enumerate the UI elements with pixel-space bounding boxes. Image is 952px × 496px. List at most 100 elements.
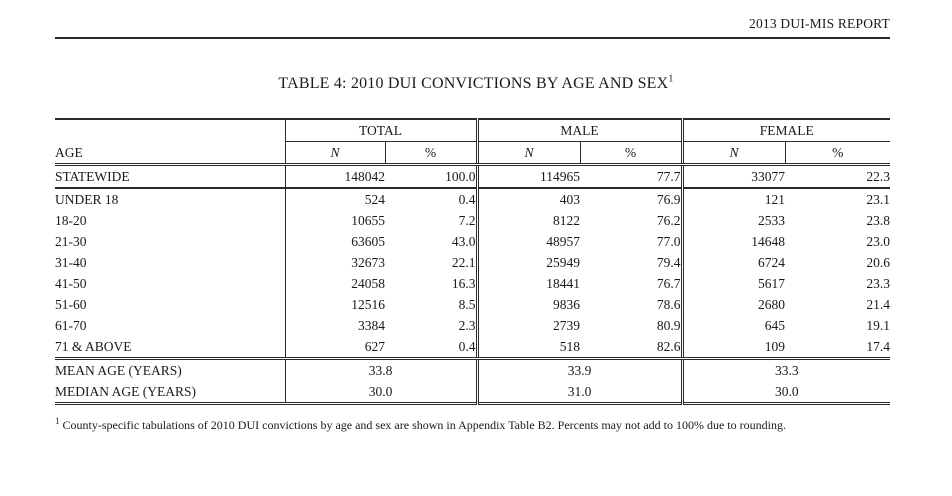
row-label: 71 & ABOVE <box>55 336 285 360</box>
cell-male-n: 403 <box>475 188 581 210</box>
cell-male-pct: 76.9 <box>656 192 681 207</box>
footnote-text: County-specific tabulations of 2010 DUI … <box>59 418 786 432</box>
subheader-male-n: N <box>475 141 581 166</box>
cell-female-n: 109 <box>680 336 786 360</box>
subheader-male-pct: % <box>579 141 683 166</box>
cell-male-pct: 80.9 <box>656 318 681 333</box>
cell-female-pct: 23.1 <box>866 192 891 207</box>
cell-total-n: 12516 <box>284 294 385 315</box>
table-footnote: 1 County-specific tabulations of 2010 DU… <box>55 416 890 434</box>
cell-total-pct: 43.0 <box>451 234 476 249</box>
table-row-statewide: STATEWIDE 148042 100.0 114965 77.7 33077… <box>55 164 891 189</box>
cell-total-mean: 33.8 <box>284 358 478 381</box>
cell-male-n: 2739 <box>475 315 581 336</box>
cell-total-n: 24058 <box>284 273 385 294</box>
cell-total-pct: 8.5 <box>458 297 476 312</box>
cell-female-n: 14648 <box>680 231 786 252</box>
cell-male-pct: 76.7 <box>656 276 681 291</box>
row-label: MEDIAN AGE (YEARS) <box>55 384 196 399</box>
cell-total-n: 524 <box>284 188 385 210</box>
cell-total-n: 32673 <box>284 252 385 273</box>
cell-female-n: 33077 <box>680 164 786 189</box>
cell-male-pct: 82.6 <box>580 336 683 360</box>
cell-male-n: 25949 <box>475 252 581 273</box>
cell-total-n: 148042 <box>284 164 385 189</box>
cell-female-mean: 33.3 <box>680 358 891 381</box>
table-title-text: TABLE 4: 2010 DUI CONVICTIONS BY AGE AND… <box>278 75 669 92</box>
cell-total-pct: 7.2 <box>458 213 476 228</box>
subheader-total-pct: % <box>384 141 478 166</box>
cell-total-n: 3384 <box>284 315 385 336</box>
cell-total-pct: 0.4 <box>458 192 476 207</box>
group-header-female: FEMALE <box>680 119 891 142</box>
row-label: 41-50 <box>55 276 87 291</box>
table-body: STATEWIDE 148042 100.0 114965 77.7 33077… <box>55 164 891 404</box>
cell-total-n: 10655 <box>284 210 385 231</box>
cell-total-pct: 16.3 <box>451 276 476 291</box>
table-row-18-20: 18-20 10655 7.2 8122 76.2 2533 23.8 <box>55 210 890 231</box>
running-header: 2013 DUI-MIS REPORT <box>55 16 890 39</box>
group-header-total: TOTAL <box>284 119 478 142</box>
cell-male-pct: 77.7 <box>580 164 683 189</box>
footnote-marker: 1 <box>55 416 60 426</box>
cell-male-n: 114965 <box>475 164 581 189</box>
subheader-female-pct: % <box>784 141 891 166</box>
cell-total-pct: 100.0 <box>385 164 478 189</box>
cell-male-pct: 77.0 <box>656 234 681 249</box>
table-row-under18: UNDER 18 524 0.4 403 76.9 121 23.1 <box>55 188 890 210</box>
row-label: 61-70 <box>55 318 87 333</box>
row-label: 21-30 <box>55 234 87 249</box>
cell-male-n: 8122 <box>475 210 581 231</box>
cell-female-pct: 21.4 <box>866 297 891 312</box>
cell-female-n: 2680 <box>680 294 786 315</box>
row-label: UNDER 18 <box>55 192 119 207</box>
cell-total-pct: 22.1 <box>451 255 476 270</box>
table-row-median-age: MEDIAN AGE (YEARS) 30.0 31.0 30.0 <box>55 381 891 404</box>
cell-female-pct: 22.3 <box>785 164 891 189</box>
row-label: MEAN AGE (YEARS) <box>55 363 182 378</box>
cell-female-pct: 23.0 <box>866 234 891 249</box>
cell-total-median: 30.0 <box>284 381 478 404</box>
table-row-51-60: 51-60 12516 8.5 9836 78.6 2680 21.4 <box>55 294 890 315</box>
cell-male-pct: 76.2 <box>656 213 681 228</box>
cell-female-pct: 19.1 <box>866 318 891 333</box>
row-label: 51-60 <box>55 297 87 312</box>
cell-male-pct: 78.6 <box>656 297 681 312</box>
sub-header-row: N % N % N % <box>55 141 891 166</box>
cell-female-n: 5617 <box>680 273 786 294</box>
cell-male-n: 48957 <box>475 231 581 252</box>
cell-male-median: 31.0 <box>475 381 683 404</box>
cell-male-mean: 33.9 <box>475 358 683 381</box>
column-header-age: AGE <box>55 119 285 166</box>
cell-female-pct: 23.8 <box>866 213 891 228</box>
cell-female-pct: 20.6 <box>866 255 891 270</box>
cell-female-n: 121 <box>680 188 786 210</box>
cell-female-n: 2533 <box>680 210 786 231</box>
cell-female-pct: 17.4 <box>785 336 891 360</box>
cell-female-median: 30.0 <box>680 381 891 404</box>
running-header-text: 2013 DUI-MIS REPORT <box>749 16 890 31</box>
cell-male-pct: 79.4 <box>656 255 681 270</box>
row-label: 31-40 <box>55 255 87 270</box>
table-title-footnote-marker: 1 <box>668 73 674 85</box>
group-header-row: AGE TOTAL MALE FEMALE <box>55 119 891 166</box>
table-row-21-30: 21-30 63605 43.0 48957 77.0 14648 23.0 <box>55 231 890 252</box>
cell-female-pct: 23.3 <box>866 276 891 291</box>
table-row-71-above: 71 & ABOVE 627 0.4 518 82.6 109 17.4 <box>55 336 891 360</box>
subheader-female-n: N <box>680 141 786 166</box>
cell-female-n: 645 <box>680 315 786 336</box>
cell-male-n: 18441 <box>475 273 581 294</box>
group-header-male: MALE <box>475 119 683 142</box>
table-row-mean-age: MEAN AGE (YEARS) 33.8 33.9 33.3 <box>55 358 891 381</box>
cell-total-pct: 2.3 <box>458 318 476 333</box>
cell-total-pct: 0.4 <box>385 336 478 360</box>
row-label: 18-20 <box>55 213 87 228</box>
table-head: AGE TOTAL MALE FEMALE N % N % N % <box>55 119 891 166</box>
cell-female-n: 6724 <box>680 252 786 273</box>
cell-total-n: 63605 <box>284 231 385 252</box>
cell-male-n: 518 <box>475 336 581 360</box>
table-row-41-50: 41-50 24058 16.3 18441 76.7 5617 23.3 <box>55 273 890 294</box>
table-row-61-70: 61-70 3384 2.3 2739 80.9 645 19.1 <box>55 315 890 336</box>
table-row-31-40: 31-40 32673 22.1 25949 79.4 6724 20.6 <box>55 252 890 273</box>
